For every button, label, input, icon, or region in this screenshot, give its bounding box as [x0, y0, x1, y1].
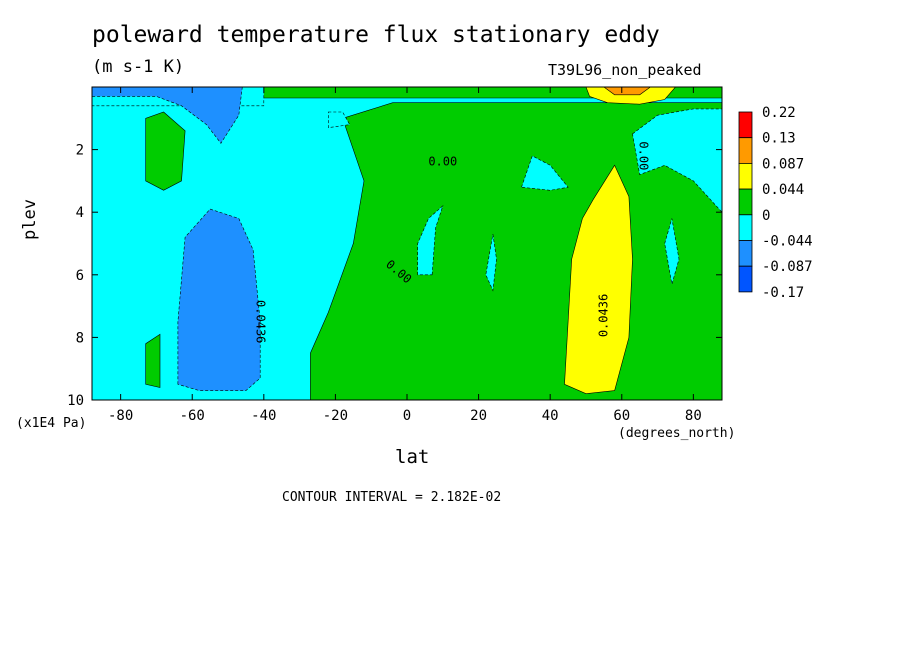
contour-interval-label: CONTOUR INTERVAL = 2.182E-02 — [282, 490, 502, 505]
y-tick-label: 8 — [76, 330, 84, 346]
x-axis-label: lat — [395, 446, 430, 468]
colorbar-swatch — [738, 111, 753, 139]
colorbar-label: 0.22 — [762, 105, 796, 121]
y-axis-units: (x1E4 Pa) — [16, 416, 87, 431]
x-axis-units: (degrees_north) — [618, 426, 736, 441]
colorbar-label: 0 — [762, 208, 770, 224]
units-label: (m s-1 K) — [92, 57, 185, 77]
y-tick-label: 2 — [76, 143, 84, 159]
contour-label: 0.0436 — [596, 294, 610, 337]
colorbar-label: -0.044 — [762, 234, 813, 250]
colorbar-label: -0.17 — [762, 285, 804, 301]
run-name-label: T39L96_non_peaked — [548, 61, 702, 79]
contour-region — [585, 87, 676, 105]
y-axis-label: plev — [20, 199, 40, 240]
colorbar-swatch — [738, 137, 753, 164]
contour-label: 0.00 — [428, 154, 457, 168]
contour-region — [177, 208, 261, 391]
x-tick-label: 40 — [542, 408, 559, 424]
contour-region — [632, 108, 722, 213]
x-tick-label: 80 — [685, 408, 702, 424]
colorbar-swatch — [738, 188, 753, 216]
contour-region — [485, 234, 497, 292]
chart-title: poleward temperature flux stationary edd… — [92, 22, 660, 48]
colorbar-label: 0.044 — [762, 182, 804, 198]
x-tick-label: -60 — [180, 408, 205, 424]
contour-region — [92, 87, 243, 144]
contour-region — [145, 111, 186, 191]
colorbar-label: 0.087 — [762, 156, 804, 172]
colorbar-swatch — [738, 265, 753, 293]
colorbar-label: 0.13 — [762, 131, 796, 147]
contour-region — [92, 87, 265, 107]
colorbar-label: -0.087 — [762, 259, 813, 275]
contour-region — [603, 87, 651, 96]
plot-frame — [91, 86, 723, 401]
x-tick-label: -80 — [108, 408, 133, 424]
colorbar-swatch — [738, 214, 753, 241]
contour-label: 0.00 — [383, 257, 414, 286]
colorbar-swatch — [738, 162, 753, 190]
contour-region — [664, 218, 680, 285]
x-tick-label: 0 — [403, 408, 411, 424]
y-tick-label: 6 — [76, 268, 84, 284]
x-tick-label: -20 — [323, 408, 348, 424]
contour-region — [521, 155, 569, 191]
x-tick-label: 20 — [470, 408, 487, 424]
contour-region — [92, 87, 722, 400]
plot-background — [92, 87, 722, 400]
x-tick-label: -40 — [251, 408, 276, 424]
contour-region — [145, 333, 161, 388]
contour-region — [417, 204, 444, 276]
contour-region — [327, 111, 351, 129]
y-tick-label: 4 — [76, 205, 84, 221]
x-tick-label: 60 — [613, 408, 630, 424]
contour-label: 0.0436 — [254, 300, 268, 343]
contour-region — [564, 164, 633, 395]
contour-label: 0.00 — [637, 141, 651, 170]
contour-region — [310, 102, 722, 400]
y-tick-label: 10 — [67, 393, 84, 409]
colorbar-swatch — [738, 240, 753, 267]
